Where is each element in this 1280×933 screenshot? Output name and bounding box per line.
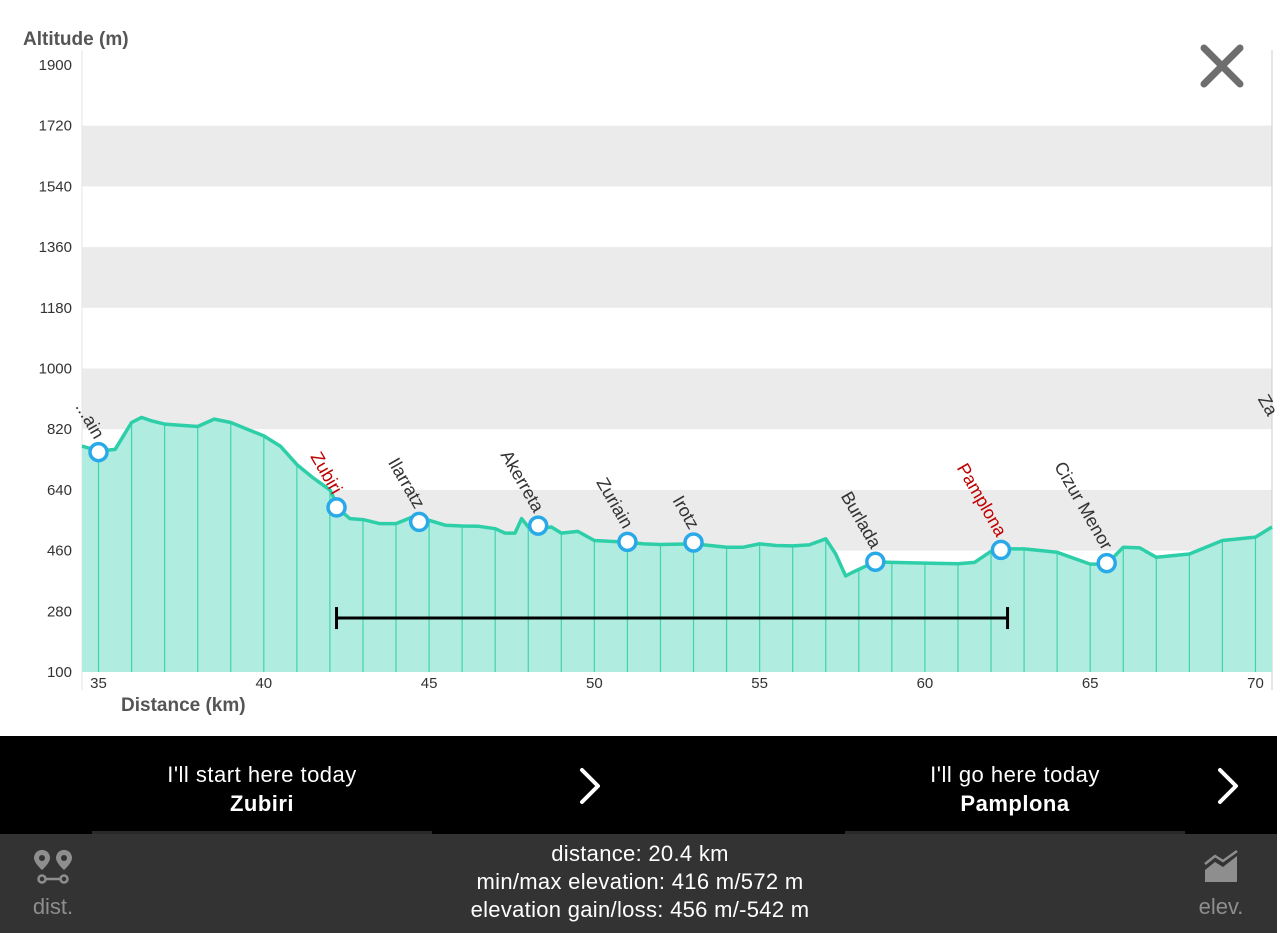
x-tick-label: 50 [586, 675, 603, 692]
stat-distance: distance: 20.4 km [551, 841, 729, 866]
start-underline [92, 831, 432, 834]
y-tick-label: 640 [47, 482, 72, 499]
x-tick-label: 40 [255, 675, 272, 692]
waypoint-markers [88, 441, 1117, 574]
start-label: I'll start here today [167, 762, 357, 787]
x-tick-label: 65 [1082, 675, 1099, 692]
waypoint-marker [1096, 552, 1117, 574]
stat-min-max-elevation: min/max elevation: 416 m/572 m [476, 869, 804, 894]
waypoint-marker [408, 511, 430, 533]
x-tick-label: 60 [917, 675, 934, 692]
start-point-selector[interactable]: I'll start here today Zubiri [92, 736, 432, 834]
waypoint-marker [865, 551, 886, 572]
end-place: Pamplona [960, 791, 1070, 816]
y-tick-label: 1720 [39, 118, 72, 135]
elev-label: elev. [1198, 894, 1244, 919]
area-vertical-lines [97, 422, 1257, 672]
selection-range-bar[interactable] [335, 607, 1010, 630]
grid-bands [82, 125, 1272, 672]
elevation-chart[interactable]: 100280460640820100011801360154017201900 … [0, 0, 1280, 736]
waypoint-marker [683, 532, 704, 553]
x-tick-label: 70 [1247, 675, 1264, 692]
end-next-button[interactable] [1208, 766, 1248, 806]
route-stats: distance: 20.4 km min/max elevation: 416… [300, 840, 980, 924]
end-label: I'll go here today [930, 762, 1100, 787]
grid-band [82, 247, 1272, 308]
y-axis-label: Altitude (m) [23, 29, 129, 50]
y-tick-label: 1900 [39, 57, 72, 74]
dist-label: dist. [32, 894, 74, 919]
x-tick-labels: 35 40 45 50 55 60 65 70 [90, 675, 1264, 692]
waypoint-marker [326, 497, 347, 518]
stats-bar: dist. distance: 20.4 km min/max elevatio… [0, 834, 1277, 933]
y-tick-label: 820 [47, 421, 72, 438]
close-icon [1200, 44, 1244, 88]
y-tick-label: 1360 [39, 239, 72, 256]
distance-mode-button[interactable]: dist. [8, 848, 98, 920]
start-place: Zubiri [229, 791, 295, 816]
stat-gain-loss: elevation gain/loss: 456 m/-542 m [470, 897, 810, 922]
elevation-chart-icon [1204, 849, 1238, 882]
x-axis-label: Distance (km) [121, 695, 246, 716]
y-tick-label: 100 [47, 664, 72, 681]
route-pins-icon [34, 850, 72, 884]
y-tick-label: 460 [47, 543, 72, 560]
y-tick-label: 1000 [39, 361, 72, 378]
x-tick-label: 55 [751, 675, 768, 692]
close-button[interactable] [1196, 40, 1248, 92]
x-tick-label: 35 [90, 675, 107, 692]
waypoint-marker [88, 441, 109, 463]
end-point-selector[interactable]: I'll go here today Pamplona [845, 736, 1185, 834]
y-tick-label: 280 [47, 603, 72, 620]
waypoint-marker [527, 515, 549, 536]
y-tick-label: 1540 [39, 178, 72, 195]
chevron-right-icon [580, 768, 600, 804]
route-selector-bar: I'll start here today Zubiri I'll go her… [0, 736, 1277, 834]
x-tick-label: 45 [421, 675, 438, 692]
y-tick-label: 1180 [40, 300, 72, 317]
elevation-mode-button[interactable]: elev. [1176, 848, 1266, 920]
grid-band [82, 125, 1272, 187]
chevron-right-icon [1218, 768, 1238, 804]
y-tick-labels: 100 280 460 640 820 1000 1180 1360 1540 1720 1900 [39, 57, 72, 681]
waypoint-marker [617, 531, 638, 553]
waypoint-marker [990, 539, 1012, 561]
grid-band [82, 368, 1272, 430]
end-underline [845, 831, 1185, 834]
start-next-button[interactable] [570, 766, 610, 806]
